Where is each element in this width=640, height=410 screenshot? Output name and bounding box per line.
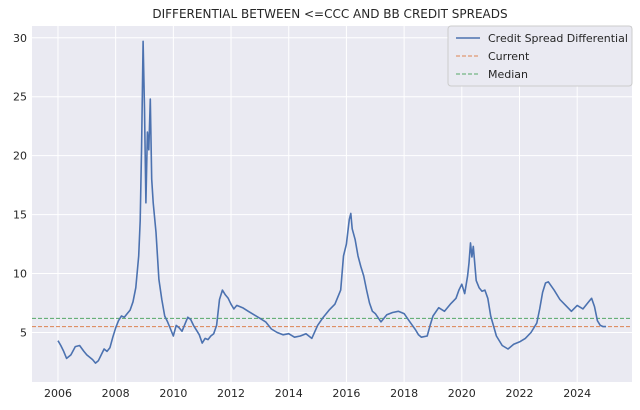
legend-box bbox=[447, 25, 633, 87]
x-tick-label: 2022 bbox=[506, 387, 534, 400]
y-tick-label: 15 bbox=[13, 209, 27, 222]
y-tick-label: 10 bbox=[13, 268, 27, 281]
legend-label-median: Median bbox=[488, 68, 528, 81]
credit-spread-line bbox=[57, 40, 606, 364]
x-axis-ticks: 2006 2008 2010 2012 2014 2016 2018 2020 2022 2024 bbox=[44, 387, 591, 400]
chart-title: DIFFERENTIAL BETWEEN <=CCC AND BB CREDIT… bbox=[152, 7, 507, 21]
x-tick-label: 2012 bbox=[217, 387, 245, 400]
legend-label-current: Current bbox=[488, 50, 530, 63]
x-tick-label: 2020 bbox=[448, 387, 476, 400]
x-tick-label: 2010 bbox=[159, 387, 187, 400]
y-axis-ticks: 5 10 15 20 25 30 bbox=[13, 32, 27, 340]
x-tick-label: 2014 bbox=[275, 387, 303, 400]
x-tick-label: 2024 bbox=[563, 387, 591, 400]
x-tick-label: 2016 bbox=[332, 387, 360, 400]
x-tick-label: 2008 bbox=[102, 387, 130, 400]
x-tick-label: 2006 bbox=[44, 387, 72, 400]
y-tick-label: 5 bbox=[20, 326, 27, 339]
y-tick-label: 20 bbox=[13, 150, 27, 163]
y-tick-label: 30 bbox=[13, 32, 27, 45]
legend-label-credit-spread: Credit Spread Differential bbox=[488, 32, 628, 45]
legend: Credit Spread Differential Current Media… bbox=[447, 25, 633, 87]
reference-lines bbox=[32, 317, 632, 328]
y-tick-label: 25 bbox=[13, 91, 27, 104]
series-group bbox=[57, 40, 606, 364]
x-tick-label: 2018 bbox=[390, 387, 418, 400]
